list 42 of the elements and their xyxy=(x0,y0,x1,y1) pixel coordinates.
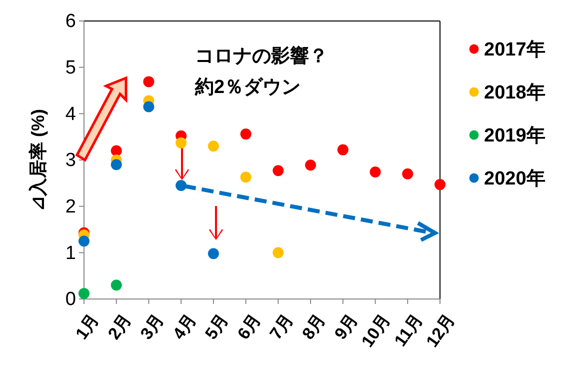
y-axis-title: ⊿入居率 (%) xyxy=(28,108,48,212)
legend-label: 2019年 xyxy=(484,126,546,147)
y-tick-label: 4 xyxy=(65,104,76,125)
point xyxy=(143,76,154,88)
y-tick-label: 5 xyxy=(65,57,76,78)
y-tick-label: 1 xyxy=(65,242,76,264)
x-tick-label: 6月 xyxy=(234,310,265,343)
point xyxy=(272,165,284,176)
point xyxy=(208,248,219,260)
legend-label: 2018年 xyxy=(484,82,546,104)
point xyxy=(434,179,446,190)
x-tick-label: 4月 xyxy=(169,310,200,343)
x-tick-label: 5月 xyxy=(201,310,232,343)
point xyxy=(240,172,252,183)
x-tick-label: 3月 xyxy=(136,310,168,343)
y-tick-label: 3 xyxy=(65,150,76,172)
annotation: コロナの影響？ xyxy=(195,45,328,67)
y-tick-label: 2 xyxy=(65,196,76,218)
point xyxy=(110,280,122,291)
point xyxy=(272,247,284,258)
x-tick-label: 1月 xyxy=(72,310,103,343)
point xyxy=(143,101,154,112)
point xyxy=(110,159,122,170)
point xyxy=(337,144,348,156)
point xyxy=(208,140,219,152)
legend-label: 2017年 xyxy=(484,40,546,61)
point xyxy=(305,160,316,171)
point xyxy=(370,166,381,178)
point xyxy=(176,180,187,191)
annotation: 約2％ダウン xyxy=(194,77,301,98)
legend-label: 2020年 xyxy=(484,168,546,190)
x-tick-label: 2月 xyxy=(104,310,136,343)
point xyxy=(110,145,122,156)
point xyxy=(402,168,414,180)
point xyxy=(78,288,90,299)
point xyxy=(78,236,90,247)
y-tick-label: 6 xyxy=(65,11,76,32)
x-tick-label: 8月 xyxy=(298,310,330,343)
x-tick-label: 7月 xyxy=(266,310,297,343)
point xyxy=(176,137,187,148)
y-tick-label: 0 xyxy=(65,289,76,310)
point xyxy=(240,128,252,140)
